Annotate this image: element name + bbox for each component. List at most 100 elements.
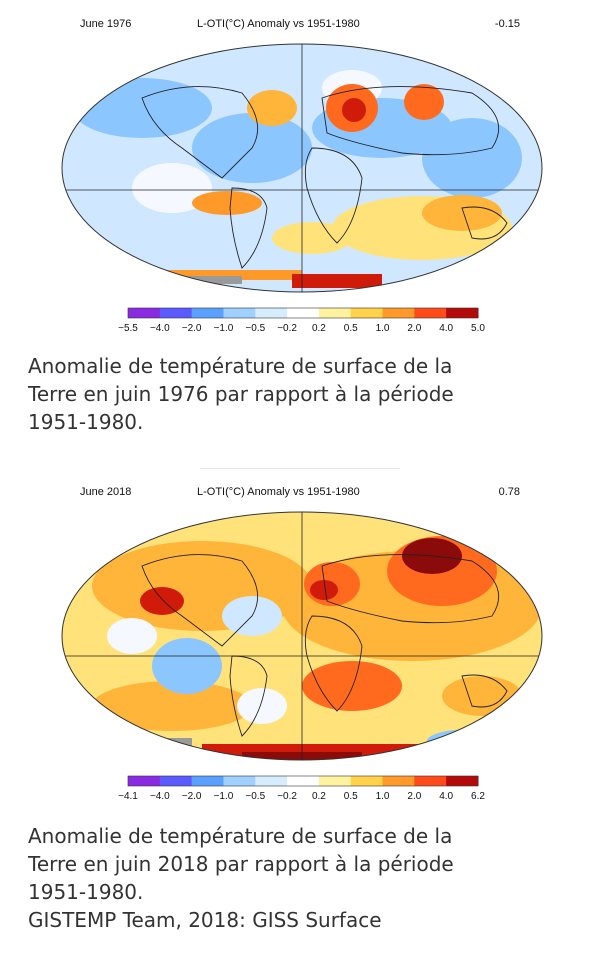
caption-line: 1951-1980. <box>28 880 144 904</box>
hot-anomaly-region <box>302 661 402 711</box>
caption-line: 1951-1980. <box>28 410 144 434</box>
colorbar-tick-label: 6.2 <box>471 791 485 802</box>
colorbar-swatch <box>318 776 352 786</box>
colorbar-tick-label: −0.2 <box>277 791 297 802</box>
colorbar-swatch <box>414 776 447 786</box>
warm-anomaly-region <box>192 191 262 215</box>
extreme-cold-region <box>452 276 542 290</box>
warm-anomaly-region <box>442 676 522 716</box>
colorbar-border <box>127 307 479 319</box>
colorbar-swatch <box>191 308 224 318</box>
colorbar-tick-label: 0.2 <box>312 791 326 802</box>
colorbar-tick-label: −2.0 <box>182 323 202 334</box>
colorbar-swatch <box>191 776 224 786</box>
world-anomaly-map <box>61 511 543 761</box>
caption-line: GISTEMP Team, 2018: GISS Surface <box>28 908 382 932</box>
colorbar-tick-label: −0.5 <box>245 323 265 334</box>
colorbar-swatch <box>159 776 193 786</box>
colorbar-tick-label: 0.2 <box>312 323 326 334</box>
colorbar-tick-label: −2.0 <box>182 791 202 802</box>
colorbar-tick-label: −0.5 <box>245 791 265 802</box>
australia-outline <box>461 674 508 708</box>
neutral-region <box>237 688 287 724</box>
colorbar-tick-label: 2.0 <box>407 791 421 802</box>
global-mean-value: -0.15 <box>494 18 520 30</box>
warm-anomaly-region <box>92 681 252 731</box>
colorbar-tick-label: 1.0 <box>376 323 390 334</box>
africa-outline <box>304 147 363 244</box>
caption-line: Anomalie de température de surface de la <box>28 824 453 848</box>
separator-line <box>200 468 400 469</box>
neutral-region <box>107 618 157 654</box>
very-hot-anomaly-region <box>342 98 366 122</box>
colorbar-tick-label: 0.5 <box>344 791 358 802</box>
colorbar-tick-label: −1.0 <box>214 791 234 802</box>
colorbar-tick-label: −1.0 <box>214 323 234 334</box>
neutral-region <box>132 163 212 213</box>
south-america-outline <box>229 187 268 269</box>
colorbar-tick-label: 4.0 <box>439 791 453 802</box>
colorbar-tick-label: 2.0 <box>407 323 421 334</box>
cold-anomaly-region <box>427 729 517 753</box>
colorbar-tick-label: 1.0 <box>376 791 390 802</box>
australia-outline <box>461 206 508 240</box>
very-hot-anomaly-region <box>292 274 382 288</box>
map-date: June 1976 <box>80 18 132 30</box>
figure-caption: Anomalie de température de surface de la… <box>28 822 588 934</box>
map-title: L-OTI(°C) Anomaly vs 1951-1980 <box>197 18 360 30</box>
very-hot-anomaly-region <box>310 580 338 600</box>
warm-anomaly-region <box>272 222 352 254</box>
map-border <box>61 43 543 293</box>
warm-anomaly-region <box>247 90 297 126</box>
colorbar-swatch <box>350 308 384 318</box>
hot-anomaly-region <box>404 84 444 120</box>
colorbar-tick-label: −0.2 <box>277 323 297 334</box>
colorbar-tick-label: −5.5 <box>118 323 138 334</box>
north-america-outline <box>141 86 259 179</box>
colorbar-swatch <box>287 308 320 318</box>
colorbar-swatch <box>287 776 320 786</box>
very-hot-anomaly-region <box>140 587 184 615</box>
colorbar-swatch <box>128 776 161 786</box>
colorbar-swatch <box>350 776 384 786</box>
colorbar-swatch <box>382 776 415 786</box>
colorbar-tick-label: 4.0 <box>439 323 453 334</box>
colorbar-swatch <box>128 308 161 318</box>
south-america-outline <box>229 655 268 737</box>
eurasia-outline <box>321 86 500 156</box>
warm-anomaly-region <box>112 270 302 280</box>
colorbar-swatch <box>382 308 415 318</box>
cold-anomaly-region <box>422 118 522 198</box>
colorbar-tick-label: −4.1 <box>118 791 138 802</box>
caption-line: Terre en juin 1976 par rapport à la péri… <box>28 382 454 406</box>
world-anomaly-map <box>61 43 543 293</box>
map-date: June 2018 <box>80 486 132 498</box>
extreme-cold-region <box>112 286 222 292</box>
warm-anomaly-region <box>422 195 502 231</box>
cold-anomaly-region <box>152 638 222 694</box>
map-figure: June 2018 L-OTI(°C) Anomaly vs 1951-1980… <box>52 482 552 822</box>
map-title: L-OTI(°C) Anomaly vs 1951-1980 <box>197 486 360 498</box>
africa-outline <box>304 615 363 712</box>
colorbar-tick-label: 5.0 <box>471 323 485 334</box>
colorbar-border <box>127 775 479 787</box>
colorbar-swatch <box>318 308 352 318</box>
map-header: June 1976 L-OTI(°C) Anomaly vs 1951-1980… <box>52 18 552 36</box>
global-mean-value: 0.78 <box>498 486 520 498</box>
colorbar: −4.1 −4.0 −2.0 −1.0 −0.5 −0.2 0.2 0.5 1.0 2.0 4.0 6… <box>118 775 485 802</box>
map-border <box>61 511 543 761</box>
colorbar-swatch <box>414 308 447 318</box>
map-header: June 2018 L-OTI(°C) Anomaly vs 1951-1980… <box>52 486 552 504</box>
colorbar-tick-label: −4.0 <box>150 791 170 802</box>
map-figure: June 1976 L-OTI(°C) Anomaly vs 1951-1980… <box>52 14 552 354</box>
north-america-outline <box>141 554 259 647</box>
colorbar-tick-label: 0.5 <box>344 323 358 334</box>
eurasia-outline <box>321 554 500 624</box>
colorbar-swatch <box>223 776 256 786</box>
colorbar-tick-label: −4.0 <box>150 323 170 334</box>
colorbar-swatch <box>223 308 256 318</box>
caption-line: Terre en juin 2018 par rapport à la péri… <box>28 852 454 876</box>
colorbar: −5.5 −4.0 −2.0 −1.0 −0.5 −0.2 0.2 0.5 1.0 2.0 4.0 5… <box>118 307 485 334</box>
colorbar-swatch <box>446 776 479 786</box>
caption-line: Anomalie de température de surface de la <box>28 354 453 378</box>
